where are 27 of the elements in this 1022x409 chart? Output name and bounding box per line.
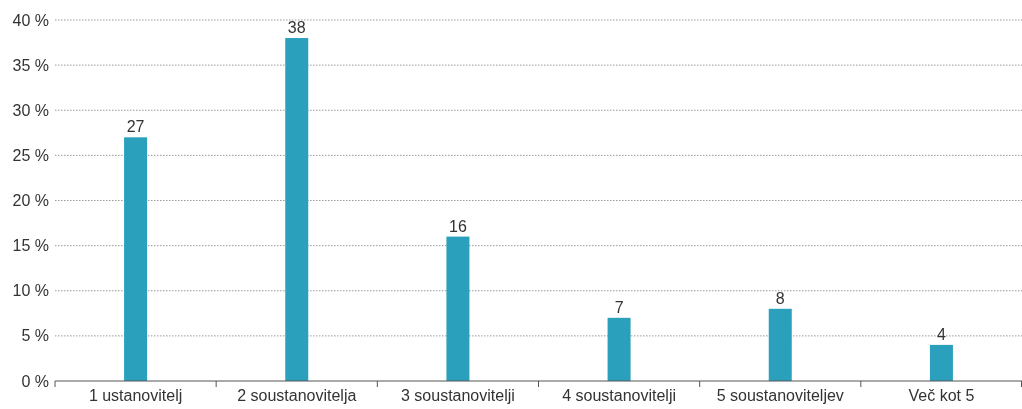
y-tick-label: 10 % [12, 282, 49, 300]
y-tick-label: 5 % [21, 327, 49, 345]
y-tick-label: 15 % [12, 237, 49, 255]
y-tick-label: 40 % [12, 11, 49, 29]
y-tick-label: 35 % [12, 56, 49, 74]
data-label: 27 [126, 118, 145, 136]
data-label: 16 [449, 217, 467, 235]
y-tick-label: 25 % [12, 146, 49, 164]
y-tick-label: 30 % [12, 101, 49, 119]
data-label: 38 [287, 19, 306, 37]
x-tick-label: 5 soustanoviteljev [716, 387, 844, 404]
bar [124, 137, 148, 381]
bar [768, 308, 792, 381]
bar [285, 38, 309, 381]
x-tick-label: Več kot 5 [908, 387, 975, 404]
data-label: 7 [614, 298, 624, 316]
x-tick-label: 4 soustanovitelji [562, 387, 677, 404]
bar [929, 344, 953, 381]
x-tick-label: 3 soustanovitelji [400, 387, 515, 404]
x-tick-label: 1 ustanovitelj [88, 387, 183, 404]
y-tick-label: 20 % [12, 192, 49, 210]
x-tick-label: 2 soustanovitelja [237, 387, 357, 404]
y-tick-label: 0 % [21, 372, 49, 390]
bar [446, 236, 470, 381]
data-label: 8 [775, 289, 785, 307]
data-label: 4 [936, 325, 946, 343]
bar [607, 317, 631, 381]
